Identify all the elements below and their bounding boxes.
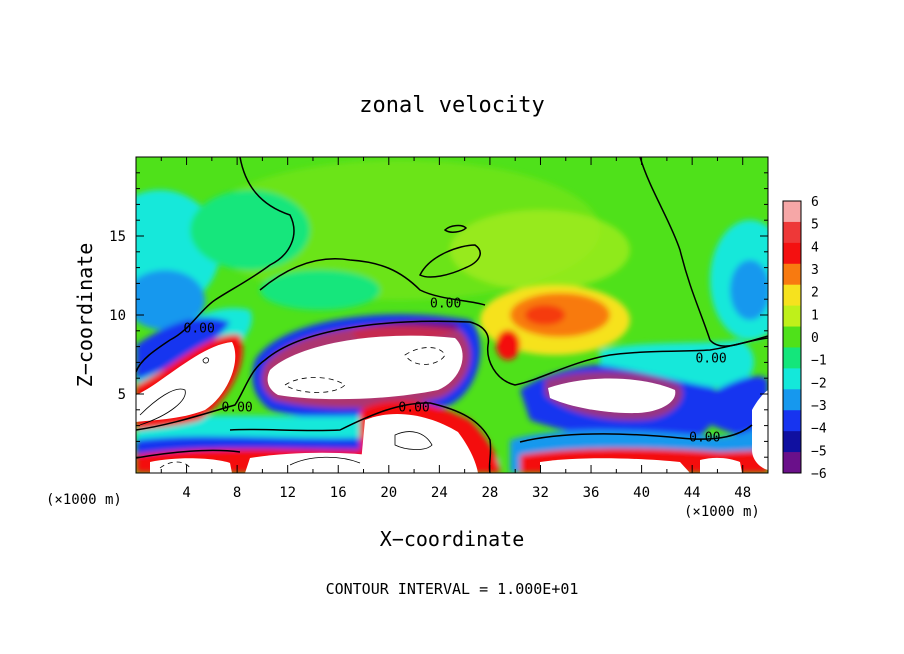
colorbar-swatch bbox=[783, 201, 801, 223]
colorbar-tick-label: −6 bbox=[811, 467, 827, 482]
colorbar-swatch bbox=[783, 326, 801, 348]
contour-label: 0.00 bbox=[221, 401, 252, 416]
colorbar-tick-label: −2 bbox=[811, 376, 827, 391]
y-axis-label: Z−coordinate bbox=[73, 243, 97, 388]
y-tick-labels: 5 10 15 bbox=[109, 229, 126, 403]
x-unit-label: (×1000 m) bbox=[684, 504, 760, 520]
z-unit-label: (×1000 m) bbox=[46, 492, 122, 508]
colorbar-tick-label: 3 bbox=[811, 263, 819, 278]
colorbar-swatch bbox=[783, 242, 801, 265]
x-tick-label: 16 bbox=[330, 485, 347, 501]
colorbar-swatch bbox=[783, 221, 801, 244]
colorbar-swatch bbox=[783, 410, 801, 432]
colorbar-tick-label: 1 bbox=[811, 308, 819, 323]
y-tick-label: 5 bbox=[118, 387, 126, 403]
contour-label-layer: 0.00 0.00 0.00 0.00 0.00 0.00 bbox=[184, 296, 727, 445]
x-tick-label: 8 bbox=[233, 485, 241, 501]
contour-interval-note: CONTOUR INTERVAL = 1.000E+01 bbox=[326, 580, 579, 598]
colorbar-swatch bbox=[783, 305, 801, 328]
chart-title: zonal velocity bbox=[359, 93, 544, 118]
x-tick-label: 36 bbox=[583, 485, 600, 501]
colorbar-frame bbox=[782, 200, 802, 474]
x-tick-label: 48 bbox=[734, 485, 751, 501]
contour-lines-dashed bbox=[159, 347, 446, 469]
colorbar-swatch bbox=[783, 347, 801, 369]
colorbar-swatch bbox=[783, 452, 801, 474]
plot-area: 0.00 0.00 0.00 0.00 0.00 0.00 bbox=[135, 156, 769, 474]
colorbar-swatch bbox=[783, 263, 801, 286]
x-tick-labels: 4 8 12 16 20 24 28 32 36 40 44 48 bbox=[182, 485, 751, 501]
colorbar-tick-label: −5 bbox=[811, 444, 827, 459]
colorbar: 6 5 4 3 2 1 0 −1 −2 −3 −4 −5 −6 bbox=[782, 195, 827, 482]
colorbar-swatch bbox=[783, 431, 801, 453]
colorbar-tick-label: −4 bbox=[811, 422, 827, 437]
x-tick-label: 12 bbox=[279, 485, 296, 501]
y-tick-label: 15 bbox=[109, 229, 126, 245]
saturated-regions bbox=[136, 335, 768, 473]
colorbar-tick-label: 2 bbox=[811, 286, 819, 301]
colorbar-swatch bbox=[783, 368, 801, 390]
colorbar-tick-label: 6 bbox=[811, 195, 819, 210]
x-tick-label: 24 bbox=[431, 485, 448, 501]
colorbar-tick-label: 5 bbox=[811, 218, 819, 233]
y-tick-label: 10 bbox=[109, 308, 126, 324]
x-tick-label: 4 bbox=[182, 485, 190, 501]
x-tick-label: 44 bbox=[684, 485, 701, 501]
colorbar-tick-label: 0 bbox=[811, 331, 819, 346]
colorbar-tick-label: −3 bbox=[811, 399, 827, 414]
colorbar-swatch bbox=[783, 389, 801, 411]
colorbar-tick-label: −1 bbox=[811, 354, 827, 369]
colorbar-tick-label: 4 bbox=[811, 240, 819, 255]
contour-label: 0.00 bbox=[689, 431, 720, 446]
x-tick-label: 28 bbox=[481, 485, 498, 501]
contour-lines-thin bbox=[139, 357, 433, 466]
contour-label: 0.00 bbox=[398, 401, 429, 416]
x-axis-label: X−coordinate bbox=[380, 527, 525, 551]
contour-label: 0.00 bbox=[695, 352, 726, 367]
contour-lines bbox=[136, 157, 768, 473]
tick-marks bbox=[136, 157, 768, 473]
x-tick-label: 40 bbox=[633, 485, 650, 501]
x-tick-label: 20 bbox=[380, 485, 397, 501]
contour-label: 0.00 bbox=[184, 322, 215, 337]
colorbar-swatch bbox=[783, 284, 801, 307]
x-tick-label: 32 bbox=[532, 485, 549, 501]
contour-label: 0.00 bbox=[430, 296, 461, 311]
